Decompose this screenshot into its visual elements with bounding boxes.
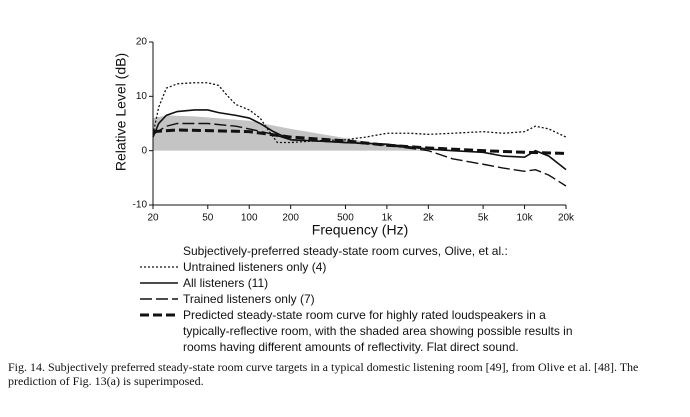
legend-entry: Trained listeners only (7) [140, 291, 580, 307]
x-tick-label: 2k [423, 213, 435, 224]
legend-swatch [140, 313, 178, 317]
y-tick-label: 0 [141, 145, 147, 156]
x-tick-label: 5k [478, 213, 490, 224]
legend-title: Subjectively-preferred steady-state room… [183, 244, 508, 258]
legend-label: Predicted steady-state room curve for hi… [183, 308, 573, 354]
legend-entry: All listeners (11) [140, 275, 580, 291]
x-tick-label: 10k [516, 213, 533, 224]
series-line [152, 109, 567, 171]
legend-swatch [140, 298, 178, 300]
x-tick-label: 1k [382, 213, 394, 224]
x-tick-label: 200 [282, 213, 299, 224]
legend-swatch [140, 266, 178, 268]
y-axis-title: Relative Level (dB) [113, 53, 129, 171]
series-line [152, 82, 567, 144]
legend-swatch [140, 282, 178, 284]
x-tick-label: 20k [558, 213, 575, 224]
legend-entry: Untrained listeners only (4) [140, 259, 580, 275]
x-tick-label: 20 [147, 213, 159, 224]
x-tick-label: 500 [337, 213, 354, 224]
x-tick-label: 100 [241, 213, 258, 224]
legend-label: Untrained listeners only (4) [183, 260, 327, 274]
y-tick-label: -10 [133, 200, 148, 211]
x-axis-title: Frequency (Hz) [312, 222, 408, 238]
series-line [152, 128, 567, 155]
chart: Relative Level (dB) Frequency (Hz) -10 0 1… [113, 37, 575, 238]
legend-label: All listeners (11) [183, 276, 269, 290]
caption: Fig. 14. Subjectively preferred steady-s… [8, 360, 639, 388]
legend: Subjectively-preferred steady-state room… [140, 243, 580, 355]
y-tick-label: 10 [136, 91, 148, 102]
legend-label: Trained listeners only (7) [183, 292, 315, 306]
legend-entry: Predicted steady-state room curve for hi… [140, 307, 580, 355]
x-tick-label: 50 [202, 213, 214, 224]
y-tick-label: 20 [136, 37, 148, 48]
